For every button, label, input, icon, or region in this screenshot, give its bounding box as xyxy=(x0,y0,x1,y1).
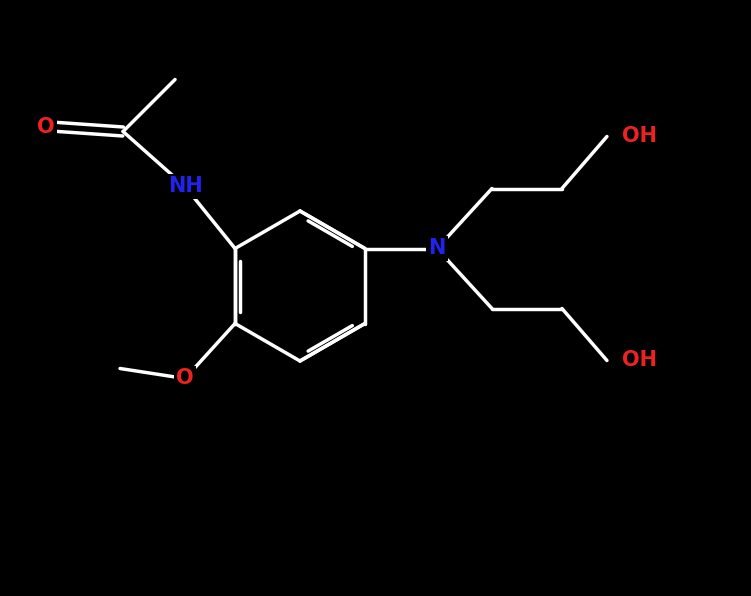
Text: OH: OH xyxy=(622,350,657,371)
Text: O: O xyxy=(38,116,55,136)
Text: O: O xyxy=(176,368,194,389)
Text: NH: NH xyxy=(167,176,203,197)
Text: N: N xyxy=(428,238,445,259)
Text: OH: OH xyxy=(622,126,657,147)
